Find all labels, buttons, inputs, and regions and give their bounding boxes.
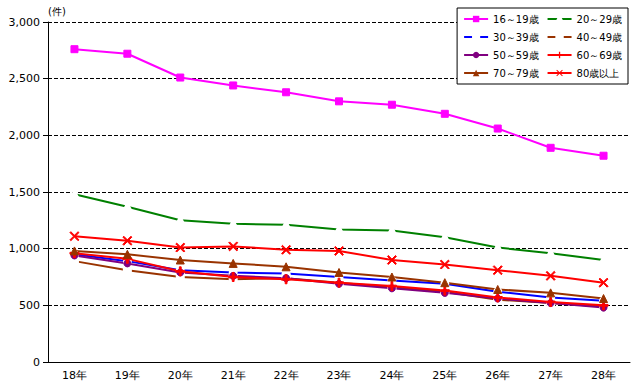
- svg-text:0: 0: [33, 356, 40, 369]
- svg-text:26年: 26年: [485, 369, 510, 382]
- svg-text:2,000: 2,000: [9, 129, 41, 142]
- svg-text:20～29歳: 20～29歳: [577, 14, 622, 25]
- svg-text:2,500: 2,500: [9, 72, 41, 85]
- svg-text:25年: 25年: [432, 369, 457, 382]
- svg-text:16～19歳: 16～19歳: [493, 14, 538, 25]
- svg-text:3,000: 3,000: [9, 16, 41, 29]
- svg-text:40～49歳: 40～49歳: [577, 32, 622, 43]
- svg-text:1,500: 1,500: [9, 186, 41, 199]
- svg-text:50～59歳: 50～59歳: [493, 50, 538, 61]
- svg-text:21年: 21年: [221, 369, 246, 382]
- svg-text:1,000: 1,000: [9, 242, 41, 255]
- svg-text:27年: 27年: [538, 369, 563, 382]
- svg-text:(件): (件): [48, 6, 66, 17]
- svg-text:60～69歳: 60～69歳: [577, 50, 622, 61]
- svg-text:28年: 28年: [591, 369, 616, 382]
- svg-text:18年: 18年: [62, 369, 87, 382]
- svg-text:24年: 24年: [379, 369, 404, 382]
- svg-text:20年: 20年: [168, 369, 193, 382]
- svg-text:80歳以上: 80歳以上: [577, 68, 620, 79]
- svg-text:23年: 23年: [327, 369, 352, 382]
- svg-text:30～39歳: 30～39歳: [493, 32, 538, 43]
- svg-text:22年: 22年: [274, 369, 299, 382]
- svg-text:19年: 19年: [115, 369, 140, 382]
- svg-text:500: 500: [19, 299, 40, 312]
- svg-text:70～79歳: 70～79歳: [493, 68, 538, 79]
